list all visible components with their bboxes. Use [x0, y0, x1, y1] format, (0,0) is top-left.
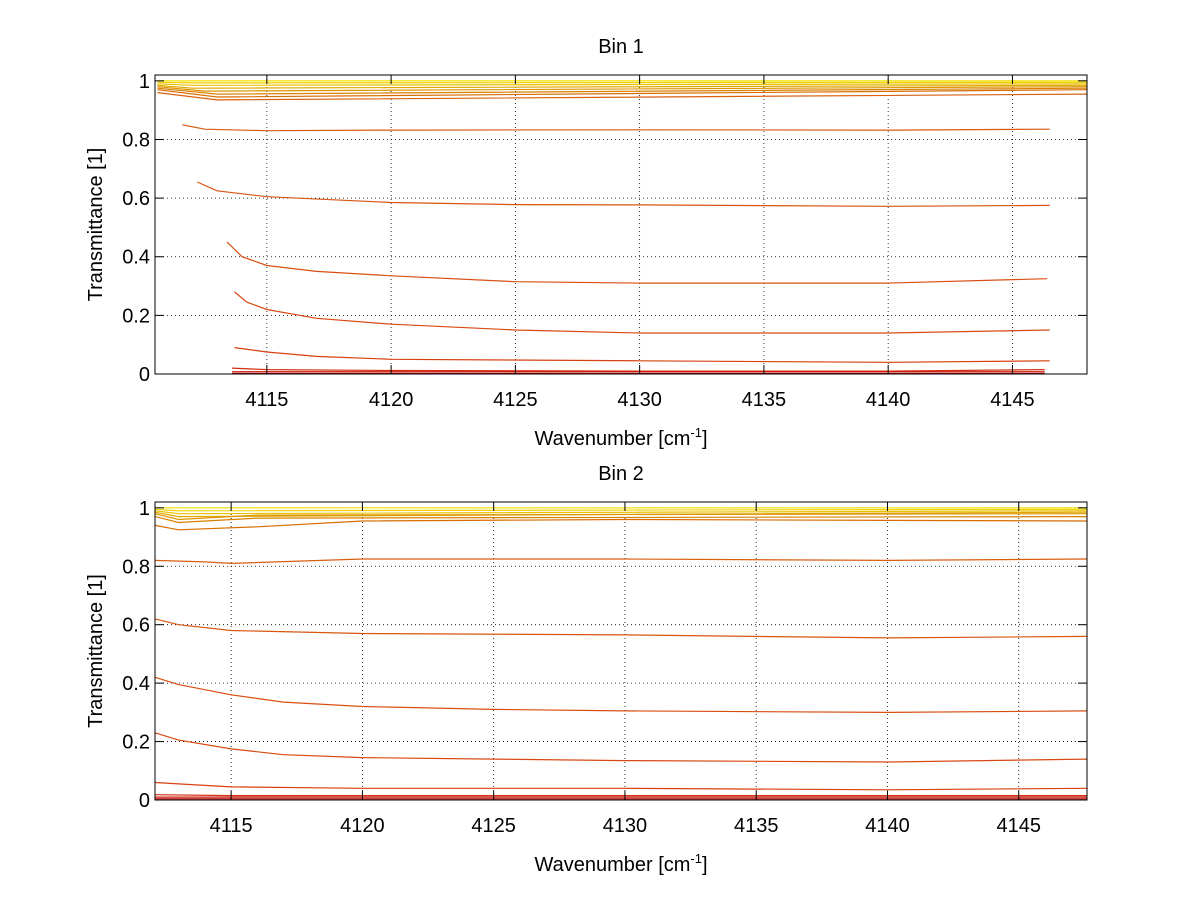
y-tick-label-0.6: 0.6	[122, 188, 150, 210]
series-line-3	[157, 83, 1088, 86]
y-tick-label-1: 1	[139, 71, 150, 93]
axis-ticks: 4115 4120 4125 4130 4135 4140 4145 0 0.2 0.4 0.6 0.…	[122, 498, 1087, 837]
y-axis-label: Transmittance [1]	[85, 148, 107, 302]
chart-title: Bin 2	[598, 463, 644, 485]
series-line-13	[234, 347, 1050, 363]
x-axis-label: Wavenumber [cm-1]	[534, 851, 707, 876]
series-line-9	[182, 124, 1050, 132]
x-tick-label-4145: 4145	[990, 389, 1035, 411]
series-line-7	[157, 89, 1088, 98]
x-tick-label-4125: 4125	[471, 815, 516, 837]
x-tick-label-4135: 4135	[734, 815, 779, 837]
x-axis-label-text: Wavenumber [cm	[534, 428, 690, 450]
x-tick-label-4130: 4130	[617, 389, 662, 411]
series-line-2	[154, 508, 1088, 512]
chart-bin-1: 4115 4120 4125 4130 4135 4140 4145 0 0.2 0.4 0.6 0.…	[85, 36, 1088, 450]
y-tick-label-0: 0	[139, 364, 150, 386]
series-line-8	[157, 92, 1088, 101]
axes-frame	[154, 501, 1088, 801]
x-tick-label-4135: 4135	[742, 389, 787, 411]
x-tick-label-4140: 4140	[865, 815, 910, 837]
series-line-12	[234, 291, 1050, 334]
series-line-6	[154, 515, 1088, 524]
x-axis-label: Wavenumber [cm-1]	[534, 425, 707, 450]
x-axis-label-suffix: ]	[702, 428, 708, 450]
y-tick-label-0.4: 0.4	[122, 673, 150, 695]
y-tick-label-0.6: 0.6	[122, 615, 150, 637]
y-tick-label-0.2: 0.2	[122, 732, 150, 754]
y-tick-label-0.8: 0.8	[122, 556, 150, 578]
series-line-2	[157, 81, 1088, 84]
series-line-7	[154, 518, 1088, 531]
x-tick-label-4130: 4130	[603, 815, 648, 837]
series-line-11	[226, 241, 1048, 284]
x-axis-label-superscript: -1	[690, 425, 702, 440]
x-tick-label-4145: 4145	[996, 815, 1041, 837]
y-axis-label: Transmittance [1]	[85, 574, 107, 728]
chart-title: Bin 1	[598, 36, 644, 58]
x-tick-label-4140: 4140	[866, 389, 911, 411]
x-axis-label-superscript: -1	[690, 851, 702, 866]
x-axis-label-suffix: ]	[702, 854, 708, 876]
x-tick-label-4125: 4125	[493, 389, 538, 411]
chart-bin-2: 4115 4120 4125 4130 4135 4140 4145 0 0.2 0.4 0.6 0.…	[85, 463, 1088, 876]
y-tick-label-0.4: 0.4	[122, 247, 150, 269]
series-line-12	[154, 781, 1088, 791]
axes-frame	[154, 74, 1088, 375]
series-line-9	[154, 618, 1088, 639]
series-lines	[154, 507, 1088, 800]
series-line-5	[157, 86, 1088, 92]
series-line-10	[197, 181, 1050, 207]
axis-ticks: 4115 4120 4125 4130 4135 4140 4145 0 0.2 0.4 0.6 0.…	[122, 71, 1087, 411]
x-tick-label-4120: 4120	[369, 389, 414, 411]
series-line-5	[154, 513, 1088, 521]
y-tick-label-0.8: 0.8	[122, 129, 150, 151]
x-axis-label-text: Wavenumber [cm	[534, 854, 690, 876]
series-line-8	[154, 558, 1088, 565]
y-tick-label-0.2: 0.2	[122, 305, 150, 327]
y-tick-label-1: 1	[139, 498, 150, 520]
series-line-4	[157, 84, 1088, 89]
series-lines	[157, 80, 1088, 374]
series-line-6	[157, 87, 1088, 95]
y-tick-label-0: 0	[139, 790, 150, 812]
x-tick-label-4115: 4115	[245, 389, 288, 411]
x-tick-label-4120: 4120	[340, 815, 385, 837]
series-line-3	[154, 510, 1088, 515]
x-tick-label-4115: 4115	[210, 815, 253, 837]
series-line-10	[154, 676, 1088, 714]
series-line-11	[154, 732, 1088, 763]
